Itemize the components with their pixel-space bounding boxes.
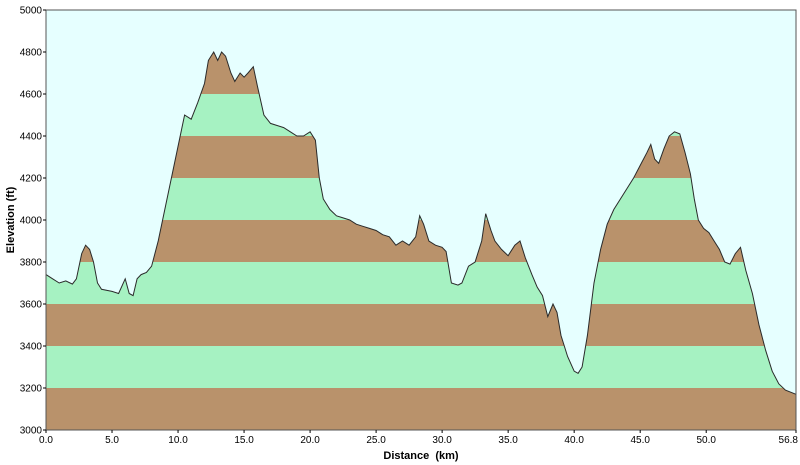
y-axis-ticks: 3000 3200 3400 3600 3800 4000 4200 4400 4600 4800…: [20, 6, 46, 437]
x-tick-label: 56.8: [779, 435, 799, 446]
x-tick-label: 45.0: [630, 435, 650, 446]
y-axis-title: Elevation (ft): [5, 186, 17, 253]
y-tick-label: 3400: [20, 342, 43, 353]
x-tick-label: 50.0: [696, 435, 716, 446]
elevation-band: [46, 262, 796, 304]
x-tick-label: 5.0: [105, 435, 119, 446]
y-tick-label: 4000: [20, 216, 43, 227]
plot-area: [45, 9, 797, 431]
y-tick-label: 4400: [20, 132, 43, 143]
y-tick-label: 5000: [20, 6, 43, 17]
x-tick-label: 30.0: [432, 435, 452, 446]
elevation-band: [46, 388, 796, 430]
y-tick-label: 4800: [20, 48, 43, 59]
elevation-band: [46, 304, 796, 346]
x-tick-label: 0.0: [39, 435, 53, 446]
y-tick-label: 3000: [20, 426, 43, 437]
y-tick-label: 4600: [20, 90, 43, 101]
y-tick-label: 3800: [20, 258, 43, 269]
x-tick-label: 15.0: [234, 435, 254, 446]
x-axis-ticks: 0.0 5.0 10.0 15.0 20.0 25.0 30.0 35.0 40.0 45.0 50…: [39, 430, 798, 446]
x-tick-label: 40.0: [564, 435, 584, 446]
x-tick-label: 20.0: [300, 435, 320, 446]
x-axis-title: Distance (km): [383, 450, 459, 462]
y-tick-label: 4200: [20, 174, 43, 185]
x-tick-label: 25.0: [366, 435, 386, 446]
y-tick-label: 3200: [20, 384, 43, 395]
y-tick-label: 3600: [20, 300, 43, 311]
x-tick-label: 10.0: [168, 435, 188, 446]
elevation-band: [46, 346, 796, 388]
elevation-profile-line: [45, 50, 797, 395]
elevation-band: [46, 220, 796, 262]
x-tick-label: 35.0: [498, 435, 518, 446]
